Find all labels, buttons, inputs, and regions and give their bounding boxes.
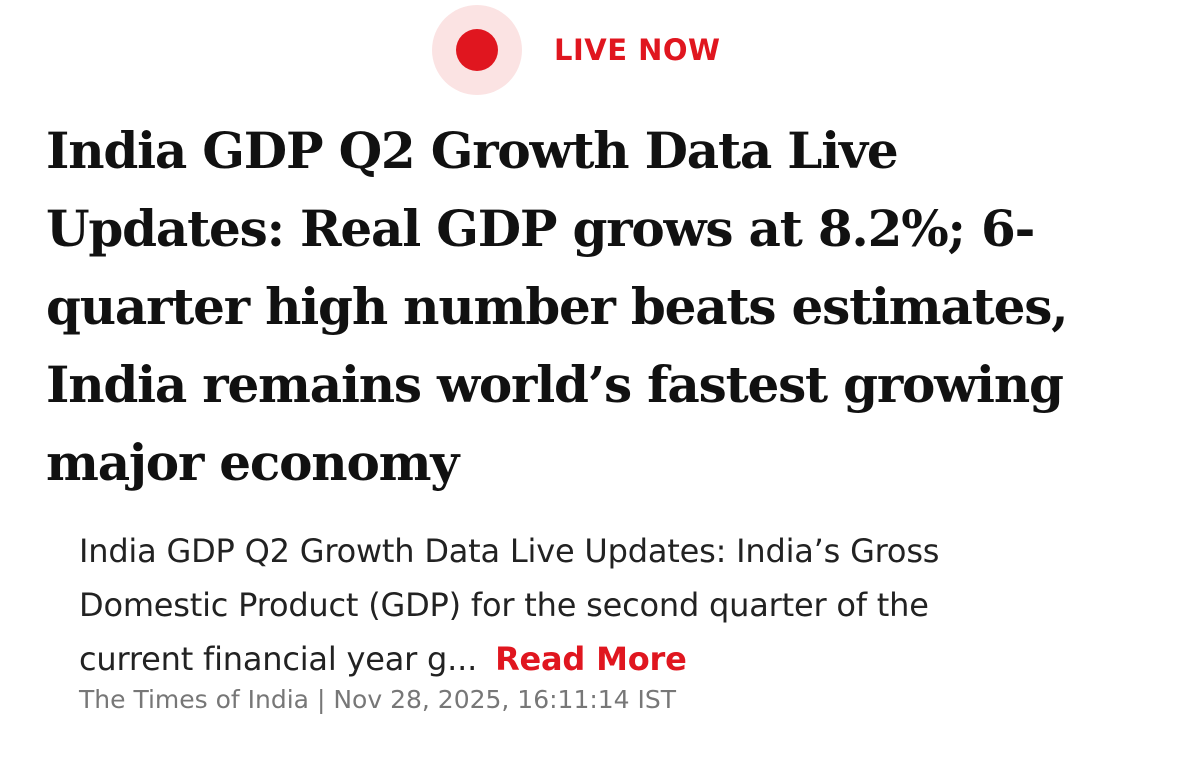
headline-line: India remains world’s fastest growing	[46, 355, 1064, 414]
headline-line: India GDP Q2 Growth Data Live	[46, 121, 899, 180]
article-meta: The Times of India | Nov 28, 2025, 16:11…	[79, 684, 676, 716]
summary-line: India GDP Q2 Growth Data Live Updates: I…	[79, 532, 940, 570]
publish-timestamp: Nov 28, 2025, 16:11:14 IST	[333, 685, 677, 714]
article-summary: India GDP Q2 Growth Data Live Updates: I…	[79, 524, 1169, 686]
headline[interactable]: India GDP Q2 Growth Data Live Updates: R…	[46, 112, 1156, 502]
read-more-link[interactable]: Read More	[495, 640, 687, 678]
live-badge: LIVE NOW	[432, 0, 721, 100]
source-name: The Times of India	[79, 685, 309, 714]
summary-line: current financial year g...	[79, 640, 478, 678]
live-label: LIVE NOW	[554, 32, 721, 67]
live-indicator-icon	[432, 5, 522, 95]
headline-line: Updates: Real GDP grows at 8.2%; 6-	[46, 199, 1035, 258]
headline-line: major economy	[46, 433, 459, 492]
headline-line: quarter high number beats estimates,	[46, 277, 1069, 336]
meta-separator: |	[316, 685, 326, 714]
live-dot	[456, 29, 498, 71]
summary-line: Domestic Product (GDP) for the second qu…	[79, 586, 929, 624]
